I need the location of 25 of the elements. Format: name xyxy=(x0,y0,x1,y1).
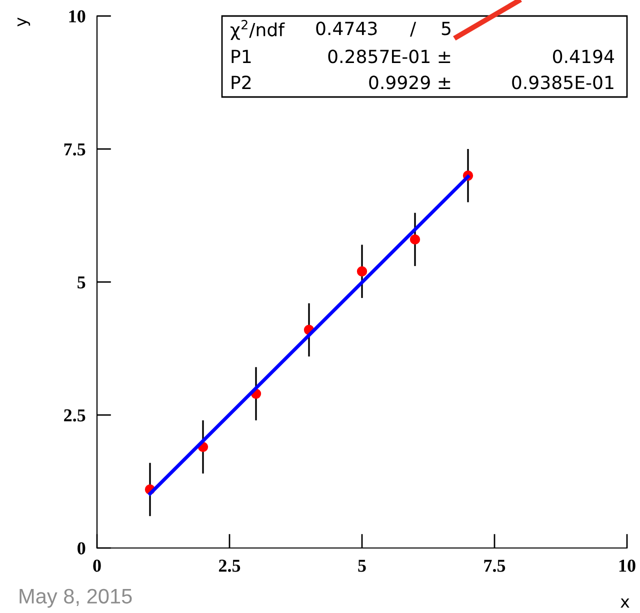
annotation: / xyxy=(410,22,416,37)
x-tick-label: 0 xyxy=(93,560,101,572)
annotation: P1 xyxy=(232,50,251,63)
point xyxy=(356,266,368,276)
y-axis-title: y xyxy=(17,18,30,26)
y-tick-label: 0 xyxy=(78,542,86,554)
point xyxy=(410,234,420,245)
x-axis-title: x xyxy=(620,598,630,608)
x-tick-label: 2.5 xyxy=(218,560,240,572)
y-tick-label: 10 xyxy=(69,10,86,22)
annotation: 0.4194 xyxy=(553,50,614,64)
annotation: 0.9929 ± xyxy=(369,76,450,90)
annotation: 0.9385E-01 xyxy=(512,76,614,90)
y-tick-label: 7.5 xyxy=(64,143,86,156)
annotation: 0.2857E-01 ± xyxy=(328,50,450,64)
y-tick-label: 5 xyxy=(78,276,86,288)
text: May 8, 2015 xyxy=(20,588,132,608)
annotation: 0.4743 xyxy=(316,22,377,36)
annotation: P2 xyxy=(232,76,251,89)
x-tick-label: 5 xyxy=(358,560,366,572)
x-tick-label: 10 xyxy=(619,560,636,572)
annotation: 5 xyxy=(442,22,450,36)
y-tick-label: 2.5 xyxy=(64,409,86,422)
annotation: χ$^{2}$/ndf xyxy=(230,20,285,40)
x-tick-label: 7.5 xyxy=(484,560,506,572)
